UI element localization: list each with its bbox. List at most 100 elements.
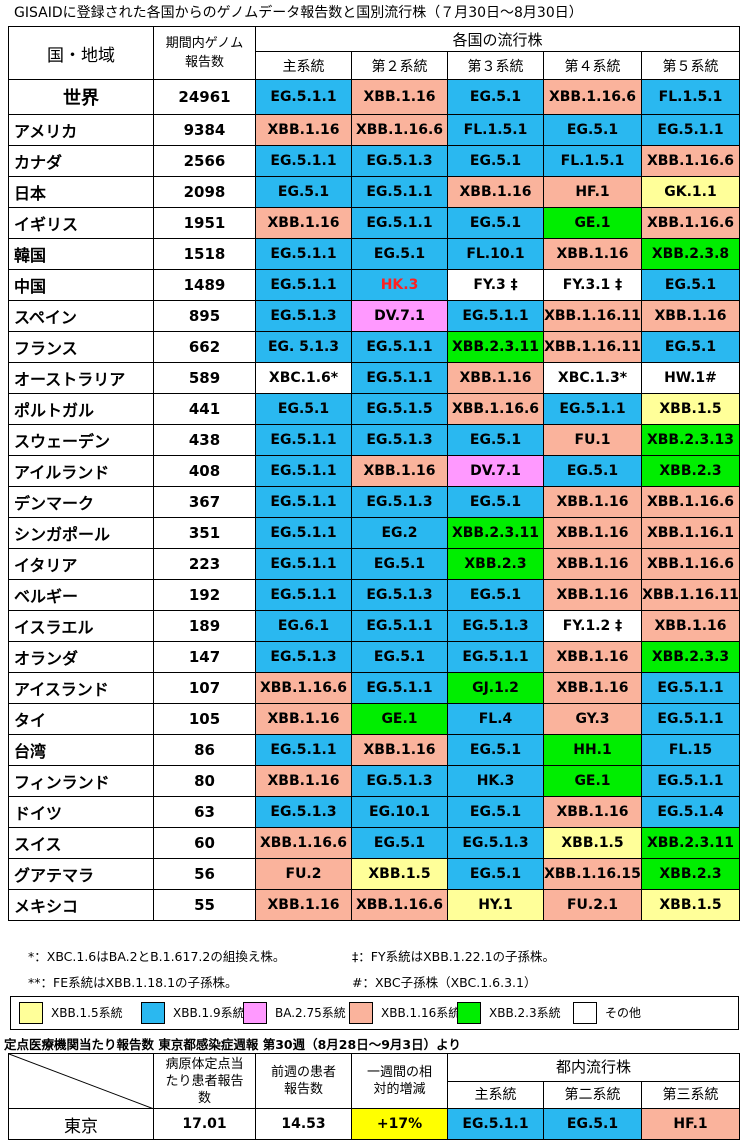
- tokyo-lineage-second: EG.5.1: [543, 1108, 642, 1140]
- country-name: スペイン: [8, 300, 154, 332]
- country-name: グアテマラ: [8, 858, 154, 890]
- lineage-cell: EG.10.1: [351, 796, 448, 828]
- legend-swatch: [349, 1002, 373, 1024]
- country-row: ポルトガル 441 EG.5.1 EG.5.1.5 XBB.1.16.6 EG.5.1.1…: [8, 393, 740, 425]
- country-name: 日本: [8, 176, 154, 208]
- lineage-cell: EG.5.1: [351, 641, 448, 673]
- lineage-cell: EG.5.1.1: [255, 269, 352, 301]
- country-row: タイ 105 XBB.1.16 GE.1 FL.4 GY.3 EG.5.1.1: [8, 703, 740, 735]
- lineage-cell: XBB.2.3.11: [641, 827, 740, 859]
- lineage-cell: XBB.1.16: [351, 455, 448, 487]
- lineage-cell: XBB.1.16: [255, 765, 352, 797]
- tokyo-header-change: 一週間の相対的増減: [351, 1053, 448, 1109]
- lineage-cell: EG.5.1: [351, 827, 448, 859]
- country-name: イタリア: [8, 548, 154, 580]
- lineage-cell: EG.5.1: [447, 424, 544, 456]
- lineage-cell: XBB.2.3.11: [447, 517, 544, 549]
- lineage-cell: FU.2: [255, 858, 352, 890]
- lineage-cell: EG.5.1.3: [351, 145, 448, 177]
- lineage-cell: XBB.1.16.15: [543, 858, 642, 890]
- country-row: オーストラリア 589 XBC.1.6* EG.5.1.1 XBB.1.16 XBC.1.…: [8, 362, 740, 394]
- country-name: タイ: [8, 703, 154, 735]
- report-count: 351: [153, 517, 256, 549]
- lineage-cell: XBB.1.5: [351, 858, 448, 890]
- lineage-cell: HK.3: [351, 269, 448, 301]
- legend-swatch: [141, 1002, 165, 1024]
- legend-swatch: [19, 1002, 43, 1024]
- lineage-cell: FL.15: [641, 734, 740, 766]
- note-fy-lineage: ‡：FY系統はXBB.1.22.1の子孫株。: [352, 949, 556, 964]
- report-count: 223: [153, 548, 256, 580]
- lineage-cell: HW.1#: [641, 362, 740, 394]
- legend-swatch: [243, 1002, 267, 1024]
- lineage-cell: EG.5.1: [447, 579, 544, 611]
- lineage-cell: EG.5.1.1: [641, 765, 740, 797]
- lineage-cell: EG.5.1: [543, 455, 642, 487]
- lineage-cell: EG.5.1.4: [641, 796, 740, 828]
- lineage-cell: EG.5.1: [641, 331, 740, 363]
- country-name: イスラエル: [8, 610, 154, 642]
- legend-label: XBB.1.16系統: [381, 1006, 461, 1020]
- lineage-cell: HK.3: [447, 765, 544, 797]
- lineage-cell: XBB.1.16: [255, 889, 352, 921]
- lineage-cell: GE.1: [543, 207, 642, 239]
- header-primary-lineage: 主系統: [255, 51, 352, 80]
- lineage-cell: XBB.1.16.11: [543, 300, 642, 332]
- header-second-lineage: 第２系統: [351, 51, 448, 80]
- country-name: オーストラリア: [8, 362, 154, 394]
- lineage-cell: EG.5.1.1: [255, 486, 352, 518]
- lineage-cell: GE.1: [543, 765, 642, 797]
- lineage-cell: XBB.1.16: [543, 641, 642, 673]
- tokyo-lineage-primary: EG.5.1.1: [447, 1108, 544, 1140]
- lineage-cell: EG.5.1: [641, 269, 740, 301]
- report-count: 408: [153, 455, 256, 487]
- lineage-cell: EG.5.1: [447, 207, 544, 239]
- country-row: デンマーク 367 EG.5.1.1 EG.5.1.3 EG.5.1 XBB.1.16 XB…: [8, 486, 740, 518]
- report-count: 589: [153, 362, 256, 394]
- lineage-table: 国・地域 期間内ゲノム 報告数 各国の流行株 主系統 第２系統 第３系統 第４系…: [8, 25, 740, 921]
- lineage-cell: EG.5.1: [447, 486, 544, 518]
- tokyo-table: 病原体定点当たり患者報告数 前週の患者報告数 一週間の相対的増減 都内流行株 主…: [8, 1053, 741, 1140]
- note-xbc-descendant: #：XBC子孫株（XBC.1.6.3.1）: [352, 975, 537, 990]
- header-report-count: 期間内ゲノム 報告数: [153, 26, 256, 80]
- lineage-cell: XBB.1.16: [543, 796, 642, 828]
- legend-label: その他: [605, 1006, 642, 1020]
- lineage-cell: EG.5.1.3: [255, 796, 352, 828]
- lineage-cell: XBB.2.3.3: [641, 641, 740, 673]
- note-xbc-recombinant: *：XBC.1.6はBA.2とB.1.617.2の組換え株。: [28, 949, 286, 964]
- tokyo-lineage-third: HF.1: [640, 1108, 741, 1140]
- report-count: 441: [153, 393, 256, 425]
- report-count: 80: [153, 765, 256, 797]
- lineage-cell: XBB.2.3: [641, 858, 740, 890]
- lineage-cell: GE.1: [351, 703, 448, 735]
- lineage-cell: EG.5.1.1: [351, 672, 448, 704]
- report-count: 9384: [153, 114, 256, 146]
- country-row: オランダ 147 EG.5.1.3 EG.5.1 EG.5.1.1 XBB.1.16 XBB…: [8, 641, 740, 673]
- country-row: メキシコ 55 XBB.1.16 XBB.1.16.6 HY.1 FU.2.1 XBB.1.…: [8, 889, 740, 921]
- report-count: 438: [153, 424, 256, 456]
- lineage-cell: XBB.1.5: [641, 889, 740, 921]
- report-count: 56: [153, 858, 256, 890]
- lineage-cell: EG.5.1.1: [641, 672, 740, 704]
- lineage-cell: FU.1: [543, 424, 642, 456]
- lineage-cell: XBB.1.16: [255, 207, 352, 239]
- lineage-cell: HH.1: [543, 734, 642, 766]
- lineage-cell: XBB.1.16: [255, 703, 352, 735]
- lineage-cell: EG.5.1.1: [255, 79, 352, 115]
- lineage-cell: EG.5.1.3: [351, 424, 448, 456]
- country-row: スウェーデン 438 EG.5.1.1 EG.5.1.3 EG.5.1 FU.1 XBB.2…: [8, 424, 740, 456]
- header-report-count-line2: 報告数: [184, 55, 224, 70]
- lineage-cell: EG.5.1.1: [255, 548, 352, 580]
- lineage-cell: EG.5.1.1: [447, 300, 544, 332]
- country-name: 世界: [8, 79, 154, 115]
- lineage-cell: EG.5.1.3: [447, 610, 544, 642]
- lineage-cell: XBB.1.16: [543, 672, 642, 704]
- lineage-cell: EG.5.1.1: [351, 331, 448, 363]
- lineage-cell: FY.3 ‡: [447, 269, 544, 301]
- lineage-cell: XBB.1.16.6: [641, 145, 740, 177]
- lineage-cell: EG.5.1: [447, 734, 544, 766]
- country-row: アイスランド 107 XBB.1.16.6 EG.5.1.1 GJ.1.2 XBB.1.1…: [8, 672, 740, 704]
- diagonal-line: [9, 1054, 152, 1108]
- country-row: フィンランド 80 XBB.1.16 EG.5.1.3 HK.3 GE.1 EG.5.1.1: [8, 765, 740, 797]
- country-name: アメリカ: [8, 114, 154, 146]
